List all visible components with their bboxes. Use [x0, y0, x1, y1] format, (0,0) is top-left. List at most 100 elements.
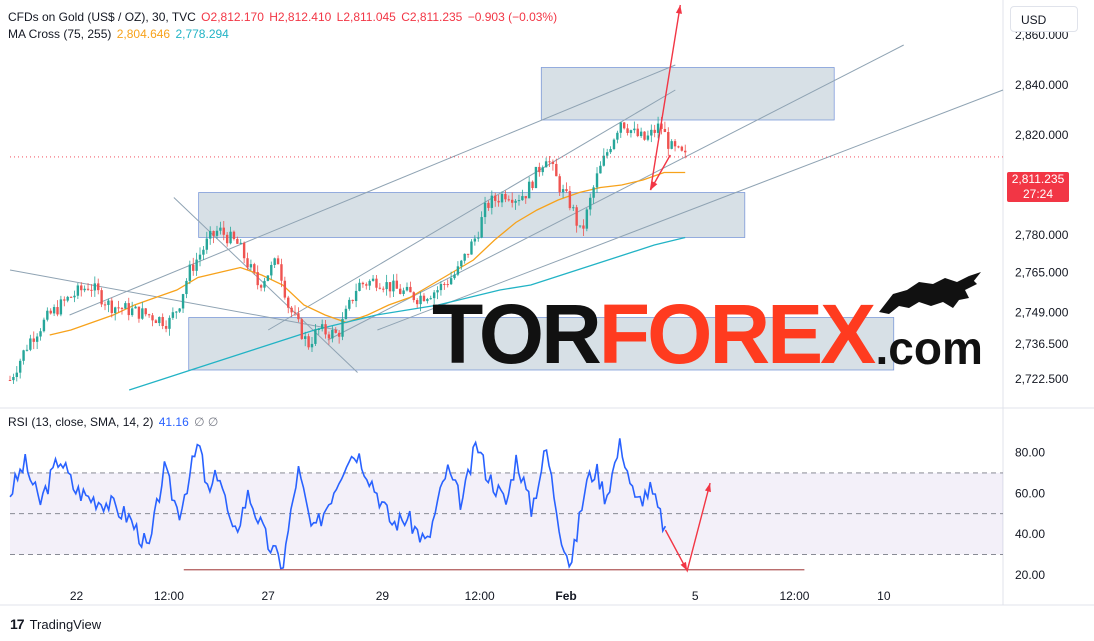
candle-body: [470, 241, 473, 255]
rsi-value: 41.16: [158, 415, 189, 429]
candle-body: [246, 258, 249, 268]
candle-body: [399, 288, 402, 294]
candle-body: [602, 155, 606, 166]
last-price-tag: 2,811.235 27:24: [1007, 172, 1069, 202]
candle-body: [405, 286, 409, 291]
candle-body: [205, 238, 209, 250]
candle-body: [32, 338, 35, 342]
candle-body: [466, 253, 470, 255]
candle-body: [120, 307, 124, 309]
candle-body: [130, 308, 134, 316]
candle-body: [273, 258, 276, 265]
candle-body: [341, 319, 344, 337]
candle-body: [477, 237, 480, 239]
candle-body: [415, 300, 419, 305]
candle-body: [8, 380, 12, 381]
candle-body: [460, 260, 463, 267]
candle-body: [25, 349, 29, 351]
candle-body: [154, 320, 158, 324]
candle-body: [677, 146, 680, 148]
candle-body: [378, 287, 382, 289]
candle-body: [541, 167, 544, 173]
bull-icon: [879, 272, 982, 314]
candle-body: [453, 274, 456, 279]
candle-body: [90, 289, 93, 291]
candle-body: [12, 377, 15, 381]
candle-body: [432, 292, 436, 299]
torforex-watermark: TOR FOREX .com: [432, 272, 983, 381]
candle-body: [22, 350, 25, 361]
watermark-com: .com: [875, 322, 983, 374]
candle-body: [151, 315, 154, 321]
candle-body: [327, 334, 331, 339]
candle-body: [263, 280, 266, 288]
candle-body: [487, 202, 490, 208]
candle-body: [351, 299, 354, 302]
zone-1: [198, 192, 746, 238]
candle-body: [578, 225, 582, 227]
candle-body: [558, 176, 561, 193]
watermark-tor: TOR: [432, 287, 602, 381]
candle-body: [181, 294, 185, 309]
candle-body: [436, 290, 439, 293]
open-label: O: [201, 10, 211, 24]
close-value: 2,811.235: [409, 10, 463, 24]
candle-body: [605, 152, 609, 156]
candle-body: [548, 161, 551, 163]
candle-body: [93, 283, 97, 291]
candle-body: [117, 307, 120, 309]
candle-body: [449, 278, 453, 285]
candle-body: [361, 282, 365, 285]
rsi-title: RSI (13, close, SMA, 14, 2): [8, 415, 154, 429]
candle-body: [290, 307, 293, 313]
candle-body: [195, 259, 198, 271]
candle-body: [633, 128, 636, 131]
candle-body: [670, 141, 673, 149]
currency-button[interactable]: USD: [1010, 6, 1078, 32]
candle-body: [185, 280, 188, 295]
candle-body: [137, 306, 141, 319]
candle-body: [653, 129, 656, 133]
trend-line-2: [69, 64, 676, 316]
candle-body: [409, 286, 412, 293]
ma-fast-line: [49, 171, 686, 336]
time-tick-label: 10: [877, 589, 891, 603]
candle-body: [456, 266, 460, 275]
candle-body: [388, 282, 392, 292]
candle-body: [46, 310, 49, 320]
candle-body: [483, 202, 487, 218]
watermark-forex: FOREX: [598, 287, 876, 381]
candle-body: [551, 161, 555, 164]
ma-slow-value: 2,778.294: [175, 27, 229, 41]
time-tick-label: 12:00: [465, 589, 495, 603]
candle-body: [358, 282, 361, 291]
candle-body: [76, 285, 80, 296]
candle-body: [276, 258, 280, 265]
trend-line-1: [173, 197, 358, 373]
candle-body: [192, 264, 195, 271]
candle-body: [253, 264, 256, 273]
candle-body: [144, 308, 147, 315]
candle-body: [134, 306, 137, 309]
candle-body: [198, 254, 202, 260]
candle-body: [113, 307, 117, 314]
price-forecast-arrow-head: [650, 181, 658, 190]
candle-body: [531, 181, 534, 189]
candle-body: [270, 264, 273, 276]
tradingview-brand[interactable]: TradingView: [29, 616, 102, 632]
candle-body: [680, 146, 684, 151]
candle-body: [582, 225, 585, 229]
candle-body: [239, 242, 242, 244]
candle-body: [494, 195, 497, 201]
ma-legend: MA Cross (75, 255) 2,804.646 2,778.294: [8, 27, 229, 41]
candle-body: [337, 332, 341, 337]
candle-body: [287, 297, 290, 308]
candle-body: [673, 141, 677, 147]
candle-body: [42, 319, 46, 332]
candle-body: [141, 308, 144, 319]
candle-body: [161, 317, 164, 327]
trend-line-5: [267, 89, 676, 331]
rsi-tick-label: 20.00: [1015, 568, 1045, 582]
candle-body: [636, 128, 639, 137]
